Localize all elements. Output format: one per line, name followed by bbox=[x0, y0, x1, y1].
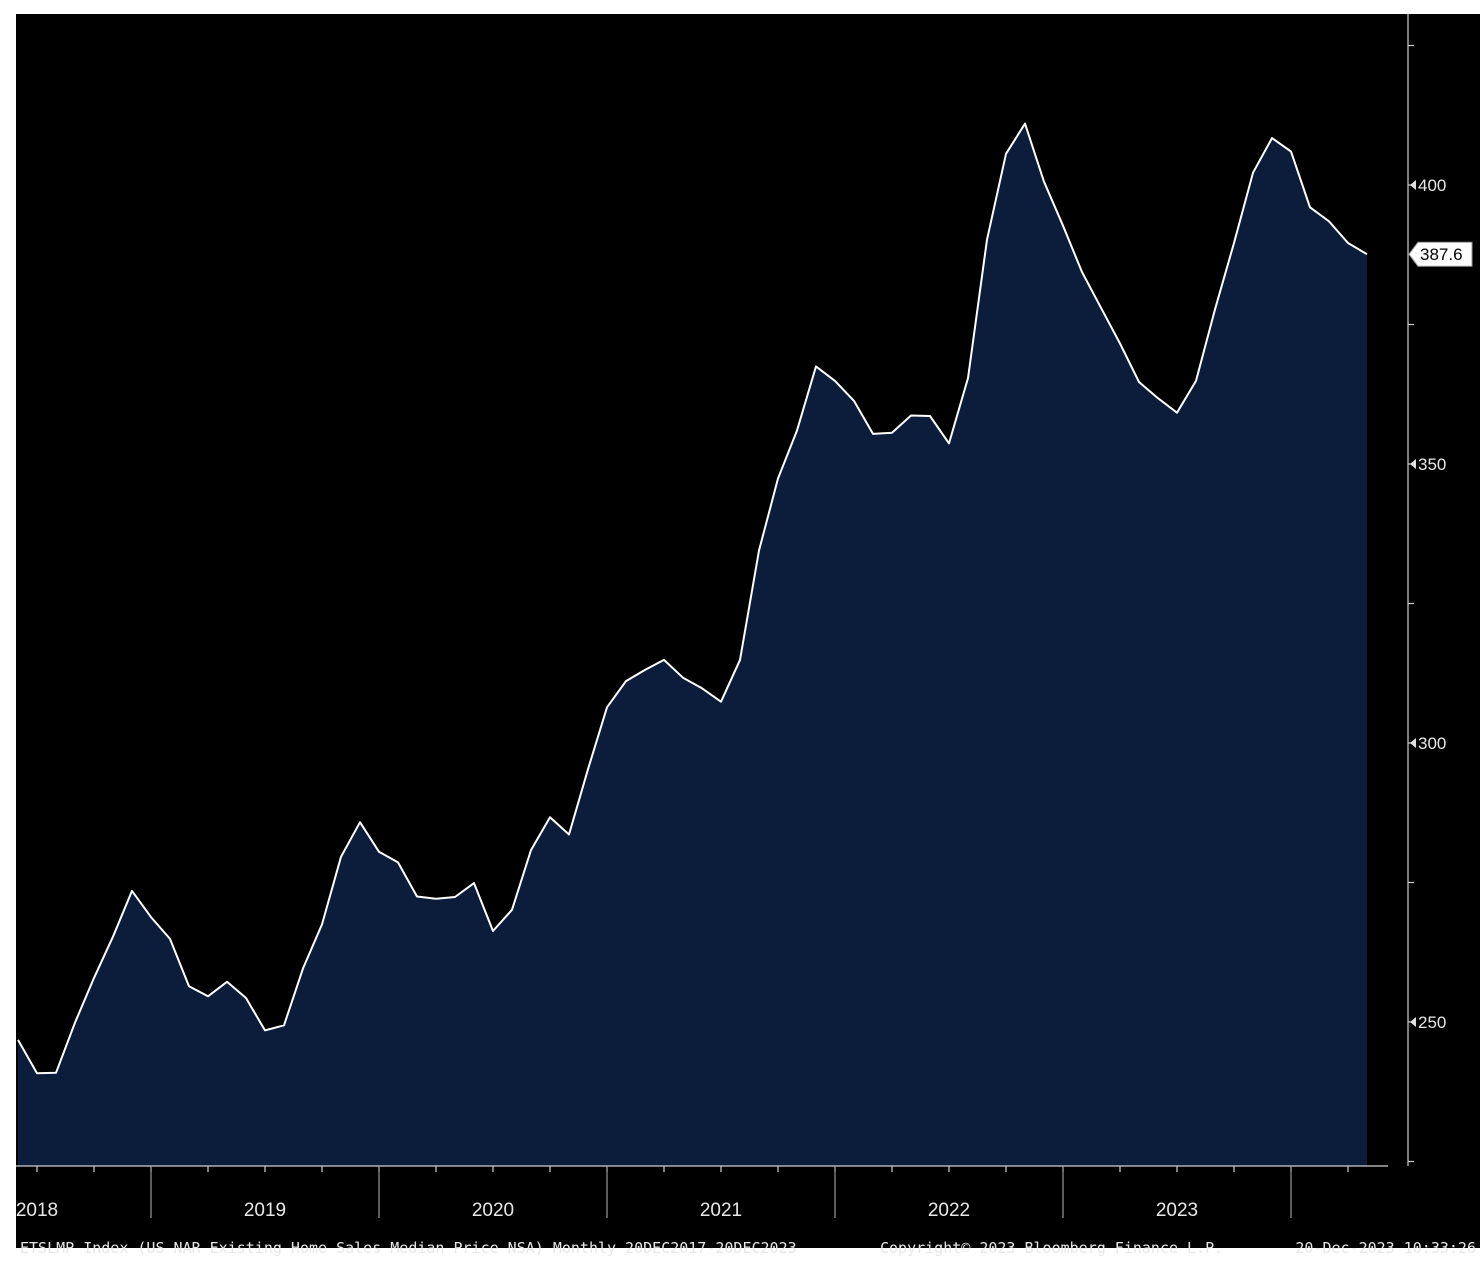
x-year-label: 2022 bbox=[928, 1200, 970, 1221]
last-value-label: 387.6 bbox=[1420, 245, 1463, 264]
x-year-label: 2021 bbox=[700, 1200, 742, 1221]
series-line bbox=[17, 122, 1368, 1075]
x-axis: 2018 2019 2020 2021 2022 2023 bbox=[16, 1165, 1388, 1221]
y-tick-arrow bbox=[1410, 180, 1416, 190]
x-year-label: 2023 bbox=[1156, 1200, 1198, 1221]
x-year-label: 2019 bbox=[244, 1200, 286, 1221]
y-tick-label: 400 bbox=[1418, 176, 1446, 195]
chart-panel: 250 300 350 400 387.6 2018 2019 2020 2021 2022 20… bbox=[16, 14, 1480, 1257]
last-value-tag bbox=[1408, 241, 1473, 267]
x-year-label: 2018 bbox=[16, 1200, 58, 1221]
x-year-label: 2020 bbox=[472, 1200, 514, 1221]
y-axis: 250 300 350 400 387.6 bbox=[1407, 14, 1473, 1166]
timestamp-text: 20-Dec-2023 10:33:26 bbox=[1295, 1239, 1476, 1257]
y-tick-label: 250 bbox=[1418, 1013, 1446, 1032]
y-tick-arrow bbox=[1410, 459, 1416, 469]
copyright-text: Copyright© 2023 Bloomberg Finance L.P. bbox=[880, 1239, 1224, 1257]
series-info-text: ETSLMP Index (US NAR Existing Home Sales… bbox=[20, 1239, 797, 1257]
y-tick-arrow bbox=[1410, 738, 1416, 748]
plot-area bbox=[17, 122, 1368, 1167]
y-tick-label: 350 bbox=[1418, 455, 1446, 474]
y-tick-label: 300 bbox=[1418, 734, 1446, 753]
y-tick-arrow bbox=[1410, 1017, 1416, 1027]
area-fill bbox=[18, 123, 1367, 1167]
